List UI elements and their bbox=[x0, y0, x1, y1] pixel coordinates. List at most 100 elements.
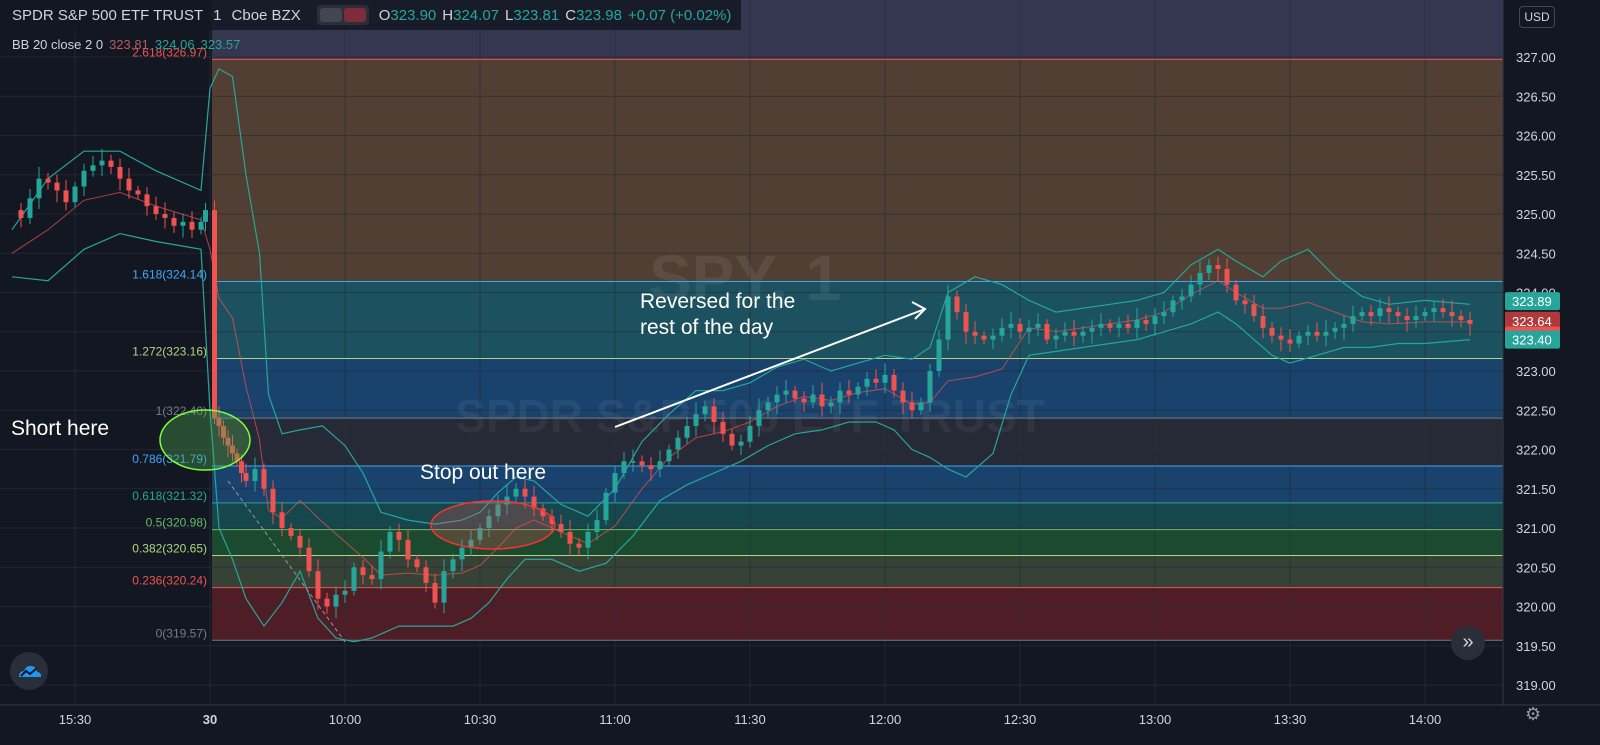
candle-body bbox=[936, 339, 942, 371]
fib-label: 1.272(323.16) bbox=[132, 344, 207, 358]
fib-zone bbox=[212, 281, 1503, 359]
candle-body bbox=[1116, 323, 1122, 328]
candle-body bbox=[63, 190, 69, 203]
candle-body bbox=[612, 473, 618, 493]
candle-body bbox=[1359, 312, 1365, 317]
candle-body bbox=[1413, 316, 1419, 320]
candle-body bbox=[1233, 284, 1239, 301]
candle-body bbox=[1386, 308, 1392, 313]
candle-body bbox=[1161, 312, 1167, 317]
bollinger-bands bbox=[11, 67, 1471, 643]
candle-body bbox=[162, 214, 168, 218]
time-axis-bg bbox=[0, 705, 1600, 745]
candle-body bbox=[1188, 284, 1194, 297]
candle-body bbox=[909, 402, 915, 411]
candle-body bbox=[864, 378, 870, 387]
candle-body bbox=[1053, 335, 1059, 340]
candle-body bbox=[981, 335, 987, 340]
fib-label: 2.618(326.97) bbox=[132, 45, 207, 59]
candle-body bbox=[270, 488, 276, 513]
candle-body bbox=[1269, 327, 1275, 336]
exchange: Cboe BZX bbox=[231, 6, 301, 24]
bb-indicator-legend[interactable]: BB 20 close 2 0 323.81 324.06 323.57 bbox=[12, 37, 240, 52]
candle-body bbox=[1143, 319, 1149, 324]
currency-button[interactable]: USD bbox=[1519, 6, 1555, 28]
candle-body bbox=[1125, 323, 1131, 328]
time-tick-label: 13:00 bbox=[1139, 712, 1172, 727]
ohlc-close-value: 323.98 bbox=[576, 6, 622, 24]
time-tick-label: 10:00 bbox=[329, 712, 362, 727]
ohlc-open-value: 323.90 bbox=[390, 6, 437, 24]
annotation-short-here: Short here bbox=[11, 417, 110, 440]
short-entry-ellipse bbox=[159, 409, 251, 471]
candle-body bbox=[221, 425, 226, 438]
candle-body bbox=[1179, 296, 1185, 301]
candle-body bbox=[216, 418, 222, 426]
symbol-name[interactable]: SPDR S&P 500 ETF TRUST bbox=[12, 6, 204, 24]
bb-indicator-label: BB 20 close 2 0 bbox=[12, 37, 104, 52]
candle-body bbox=[234, 453, 240, 462]
chart-header: SPDR S&P 500 ETF TRUST 1 Cboe BZX O323.9… bbox=[0, 0, 742, 30]
candle-body bbox=[882, 374, 888, 383]
candle-body bbox=[684, 425, 690, 438]
candle-body bbox=[54, 182, 60, 191]
candle-body bbox=[963, 312, 969, 332]
candle-body bbox=[1098, 323, 1104, 328]
candle-body bbox=[117, 166, 123, 179]
candle-body bbox=[891, 374, 897, 391]
interval[interactable]: 1 bbox=[213, 6, 222, 24]
scroll-to-realtime-button[interactable]: » bbox=[1451, 626, 1485, 660]
candle-body bbox=[918, 402, 924, 411]
candle-body bbox=[828, 402, 834, 407]
candle-body bbox=[198, 221, 204, 230]
gear-icon[interactable]: ⚙ bbox=[1525, 704, 1542, 724]
price-tick-label: 326.50 bbox=[1516, 89, 1556, 104]
candle-body bbox=[594, 520, 600, 532]
candle-body bbox=[1071, 331, 1077, 336]
candle-body bbox=[306, 547, 312, 572]
time-tick-label: 11:30 bbox=[734, 712, 766, 727]
candle-body bbox=[288, 528, 294, 536]
candle-body bbox=[603, 492, 609, 521]
price-tick-label: 319.50 bbox=[1516, 639, 1556, 654]
candle-body bbox=[927, 371, 933, 403]
ohlc-change-value: +0.07 (+0.02%) bbox=[627, 6, 732, 24]
candle-body bbox=[1215, 265, 1221, 269]
ohlc-high-key: H bbox=[442, 6, 454, 24]
candle-body bbox=[297, 535, 303, 548]
annotation-reversed-line1: Reversed for the bbox=[640, 290, 796, 313]
candle-body bbox=[765, 402, 771, 411]
tradingview-cloud-icon bbox=[19, 665, 41, 677]
candle-body bbox=[477, 528, 483, 540]
buy-sell-toggle[interactable] bbox=[316, 5, 369, 25]
ohlc-open-key: O bbox=[378, 6, 391, 24]
candle-body bbox=[945, 296, 951, 340]
candle-body bbox=[1251, 304, 1257, 317]
candle-body bbox=[396, 531, 402, 540]
tradingview-logo[interactable] bbox=[10, 652, 48, 690]
candle-body bbox=[1242, 300, 1248, 305]
candle-body bbox=[522, 488, 528, 497]
price-badge-label: 323.64 bbox=[1512, 314, 1552, 329]
time-tick-label: 11:00 bbox=[599, 712, 631, 727]
time-tick-label: 15:30 bbox=[59, 712, 92, 727]
time-axis-ticks[interactable]: 15:30 30 10:00 10:30 11:00 11:30 12:00 12:30 13:… bbox=[59, 712, 1442, 727]
candle-body bbox=[225, 437, 231, 446]
fast-forward-icon: » bbox=[1462, 631, 1474, 653]
fib-label: 0(319.57) bbox=[156, 626, 207, 640]
candle-body bbox=[585, 531, 591, 548]
candle-body bbox=[675, 437, 681, 450]
price-tick-label: 322.00 bbox=[1516, 443, 1556, 458]
candle-body bbox=[693, 414, 699, 426]
fib-label: 1(322.40) bbox=[156, 404, 207, 418]
fib-zone bbox=[212, 555, 1503, 588]
candle-body bbox=[369, 575, 375, 580]
candle-body bbox=[279, 512, 285, 528]
candle-body bbox=[720, 422, 726, 434]
candle-body bbox=[630, 461, 636, 463]
candle-body bbox=[36, 178, 42, 199]
candle-body bbox=[378, 551, 384, 580]
candle-body bbox=[1287, 339, 1293, 344]
